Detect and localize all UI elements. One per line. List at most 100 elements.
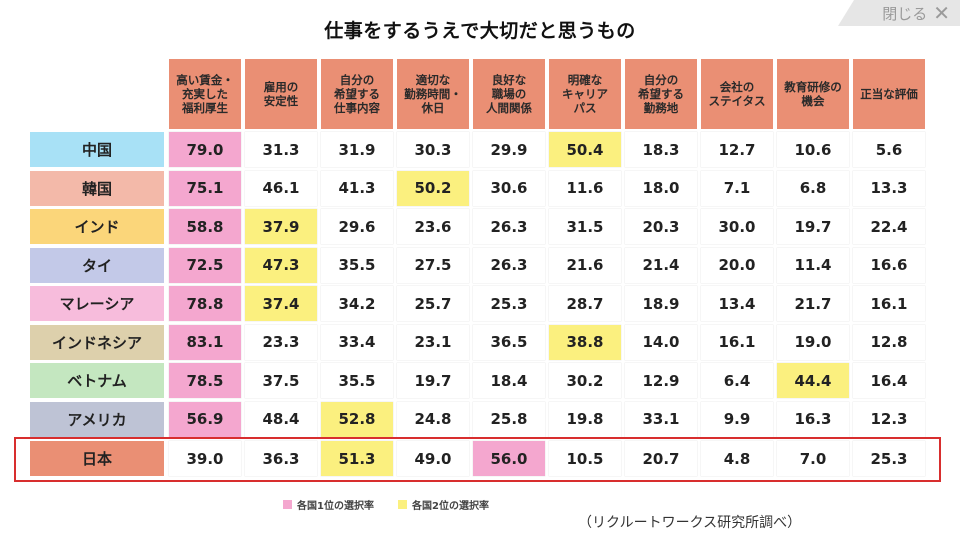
table-cell-value: 22.4 (853, 209, 925, 244)
close-label: 閉じる (882, 4, 928, 23)
table-cell-value: 78.5 (169, 363, 241, 398)
table-cell-value: 37.5 (245, 363, 317, 398)
table-cell-value: 20.7 (625, 441, 697, 476)
table-cell-value: 25.7 (397, 286, 469, 321)
column-header: 雇用の 安定性 (245, 59, 317, 129)
row-label-country: インド (30, 209, 164, 244)
table-cell-value: 47.3 (245, 247, 317, 283)
table-cell-value: 20.3 (625, 209, 697, 244)
table-cell-value: 72.5 (169, 247, 241, 283)
table-cell-value: 33.1 (625, 401, 697, 437)
table-cell-value: 79.0 (169, 132, 241, 167)
table-cell-value: 24.8 (397, 401, 469, 437)
close-icon: ✕ (933, 1, 950, 25)
table-cell-value: 13.4 (701, 286, 773, 321)
table-cell-value: 37.4 (245, 286, 317, 321)
table-cell-value: 12.7 (701, 132, 773, 167)
row-label-country: 韓国 (30, 170, 164, 206)
table-cell-value: 34.2 (321, 286, 393, 321)
row-label-country: ベトナム (30, 363, 164, 398)
chart-title: 仕事をするうえで大切だと思うもの (324, 20, 636, 42)
table-cell-value: 30.2 (549, 363, 621, 398)
column-header: 明確な キャリア パス (549, 59, 621, 129)
table-cell-value: 83.1 (169, 324, 241, 360)
table-cell-value: 31.3 (245, 132, 317, 167)
table-cell-value: 41.3 (321, 170, 393, 206)
table-cell-value: 50.2 (397, 170, 469, 206)
table-cell-value: 28.7 (549, 286, 621, 321)
table-cell-value: 19.0 (777, 324, 849, 360)
column-header: 自分の 希望する 勤務地 (625, 59, 697, 129)
table-cell-value: 29.9 (473, 132, 545, 167)
table-cell-value: 18.0 (625, 170, 697, 206)
column-header: 正当な評価 (853, 59, 925, 129)
table-cell-value: 18.9 (625, 286, 697, 321)
legend-second-swatch (398, 500, 407, 509)
table-cell-value: 16.6 (853, 247, 925, 283)
column-header: 会社の ステイタス (701, 59, 773, 129)
table-cell-value: 14.0 (625, 324, 697, 360)
table-cell-value: 18.3 (625, 132, 697, 167)
table-cell-value: 49.0 (397, 441, 469, 476)
table-cell-value: 30.0 (701, 209, 773, 244)
table-cell-value: 35.5 (321, 247, 393, 283)
table-cell-value: 7.0 (777, 441, 849, 476)
table-cell-value: 4.8 (701, 441, 773, 476)
table-cell-value: 38.8 (549, 324, 621, 360)
table-cell-value: 11.6 (549, 170, 621, 206)
table-cell-value: 36.3 (245, 441, 317, 476)
table-cell-value: 56.0 (473, 441, 545, 476)
legend-second: 各国2位の選択率 (398, 497, 489, 512)
table-cell-value: 52.8 (321, 401, 393, 437)
column-header: 教育研修の 機会 (777, 59, 849, 129)
table-cell-value: 78.8 (169, 286, 241, 321)
table-cell-value: 18.4 (473, 363, 545, 398)
table-cell-value: 16.1 (853, 286, 925, 321)
table-cell-value: 6.8 (777, 170, 849, 206)
table-cell-value: 30.6 (473, 170, 545, 206)
table-cell-value: 25.3 (473, 286, 545, 321)
source-note: （リクルートワークス研究所調べ） (578, 515, 802, 531)
table-cell-value: 51.3 (321, 441, 393, 476)
legend-first: 各国1位の選択率 (283, 497, 374, 512)
table-cell-value: 46.1 (245, 170, 317, 206)
table-cell-value: 7.1 (701, 170, 773, 206)
table-cell-value: 13.3 (853, 170, 925, 206)
table-cell-value: 10.6 (777, 132, 849, 167)
row-label-country: アメリカ (30, 401, 164, 437)
table-cell-value: 33.4 (321, 324, 393, 360)
legend-first-label: 各国1位の選択率 (297, 501, 374, 512)
table-cell-value: 50.4 (549, 132, 621, 167)
row-label-country: 日本 (30, 441, 164, 476)
table-cell-value: 30.3 (397, 132, 469, 167)
table-cell-value: 19.7 (397, 363, 469, 398)
table-cell-value: 21.6 (549, 247, 621, 283)
table-cell-value: 21.7 (777, 286, 849, 321)
table-cell-value: 35.5 (321, 363, 393, 398)
column-header: 適切な 勤務時間・ 休日 (397, 59, 469, 129)
table-cell-value: 23.6 (397, 209, 469, 244)
table-cell-value: 12.3 (853, 401, 925, 437)
table-cell-value: 9.9 (701, 401, 773, 437)
table-cell-value: 20.0 (701, 247, 773, 283)
table-cell-value: 11.4 (777, 247, 849, 283)
close-button[interactable]: 閉じる ✕ (838, 0, 960, 26)
table-cell-value: 12.9 (625, 363, 697, 398)
table-cell-value: 5.6 (853, 132, 925, 167)
table-cell-value: 16.3 (777, 401, 849, 437)
table-cell-value: 48.4 (245, 401, 317, 437)
table-cell-value: 44.4 (777, 363, 849, 398)
table-cell-value: 58.8 (169, 209, 241, 244)
column-header: 良好な 職場の 人間関係 (473, 59, 545, 129)
table-cell-value: 6.4 (701, 363, 773, 398)
table-cell-value: 31.5 (549, 209, 621, 244)
column-header: 自分の 希望する 仕事内容 (321, 59, 393, 129)
table-cell-value: 12.8 (853, 324, 925, 360)
table-cell-value: 26.3 (473, 209, 545, 244)
table-cell-value: 23.3 (245, 324, 317, 360)
legend-second-label: 各国2位の選択率 (412, 501, 489, 512)
table-cell-value: 26.3 (473, 247, 545, 283)
table-cell-value: 75.1 (169, 170, 241, 206)
table-cell-value: 25.8 (473, 401, 545, 437)
table-cell-value: 36.5 (473, 324, 545, 360)
